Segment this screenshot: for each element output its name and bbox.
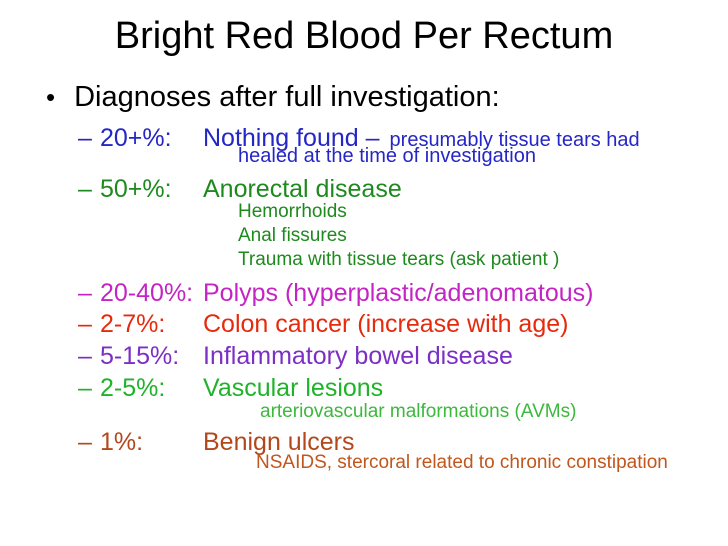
diagnosis-row-benign-ulcers: – 1%: Benign ulcers: [78, 428, 354, 457]
dash-marker-icon: –: [78, 374, 92, 402]
diagnosis-label: Vascular lesions: [203, 374, 384, 402]
diagnosis-row-vascular: – 2-5%: Vascular lesions: [78, 374, 383, 403]
diagnosis-label: Colon cancer (increase with age): [203, 310, 569, 338]
diagnosis-percentage: 1%:: [100, 428, 144, 456]
diagnosis-row-ibd: – 5-15%: Inflammatory bowel disease: [78, 342, 513, 371]
diagnosis-label: Inflammatory bowel disease: [203, 342, 513, 370]
diagnosis-percentage: 5-15%:: [100, 342, 180, 370]
dash-marker-icon: –: [78, 428, 92, 456]
diagnosis-percentage: 2-5%:: [100, 374, 166, 402]
dash-marker-icon: –: [78, 124, 92, 152]
intro-bullet-row: • Diagnoses after full investigation:: [46, 81, 500, 114]
diagnosis-sub-item: Trauma with tissue tears (ask patient ): [238, 249, 560, 270]
dash-marker-icon: –: [78, 279, 92, 307]
diagnosis-row-polyps: – 20-40%: Polyps (hyperplastic/adenomato…: [78, 279, 593, 308]
dash-marker-icon: –: [78, 175, 92, 203]
diagnosis-percentage: 2-7%:: [100, 310, 166, 338]
diagnosis-sub-item: arteriovascular malformations (AVMs): [260, 401, 577, 422]
diagnosis-row-colon-cancer: – 2-7%: Colon cancer (increase with age): [78, 310, 568, 339]
diagnosis-percentage: 20+%:: [100, 124, 172, 152]
diagnosis-label: Polyps (hyperplastic/adenomatous): [203, 279, 594, 307]
diagnosis-percentage: 20-40%:: [100, 279, 194, 307]
diagnosis-sub-item: Anal fissures: [238, 225, 347, 246]
bullet-icon: •: [46, 82, 56, 112]
diagnosis-sub-item: NSAIDS, stercoral related to chronic con…: [256, 452, 668, 473]
diagnosis-label: Nothing found –: [203, 124, 380, 152]
diagnosis-note-line2: healed at the time of investigation: [238, 145, 536, 167]
diagnosis-note-inline: presumably tissue tears had: [389, 129, 640, 151]
dash-marker-icon: –: [78, 310, 92, 338]
slide-title: Bright Red Blood Per Rectum: [114, 15, 614, 57]
diagnosis-row-anorectal: – 50+%: Anorectal disease: [78, 175, 402, 204]
diagnosis-label: Benign ulcers: [203, 428, 355, 456]
intro-bullet-text: Diagnoses after full investigation:: [74, 81, 500, 113]
diagnosis-row-nothing-found: – 20+%: Nothing found – presumably tissu…: [78, 124, 640, 153]
diagnosis-label: Anorectal disease: [203, 175, 402, 203]
dash-marker-icon: –: [78, 342, 92, 370]
diagnosis-percentage: 50+%:: [100, 175, 172, 203]
diagnosis-sub-item: Hemorrhoids: [238, 201, 347, 222]
